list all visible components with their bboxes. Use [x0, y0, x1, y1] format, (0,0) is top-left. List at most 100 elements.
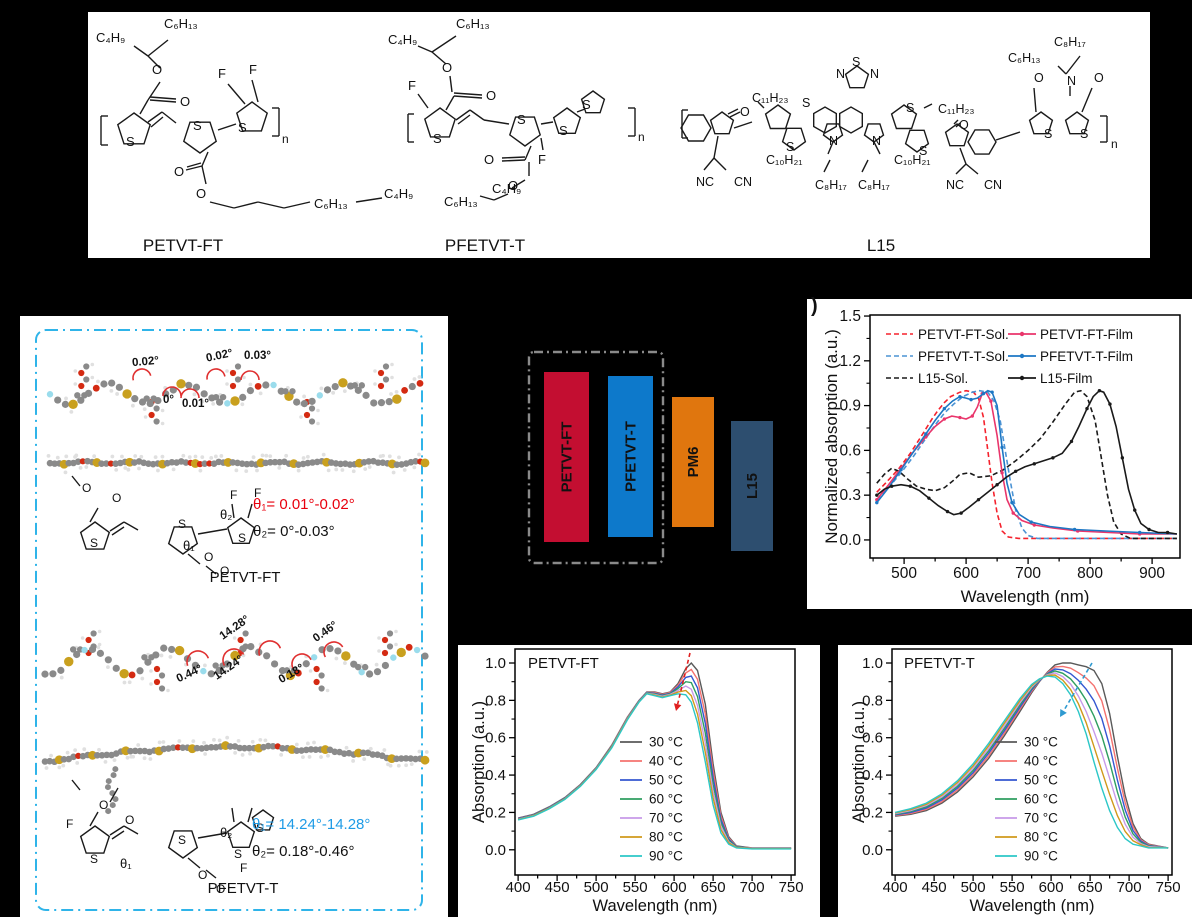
atom-label: CN: [984, 178, 1002, 192]
atom-ball: [386, 643, 394, 650]
atom-ball: [394, 389, 399, 394]
series-L15-Sol.: [876, 389, 1177, 540]
atom-ball: [112, 796, 119, 803]
atom-ball: [79, 458, 86, 465]
atom-ball: [281, 675, 286, 679]
series-50 °C: [894, 668, 1169, 849]
atom-ball: [393, 461, 401, 468]
atom-ball: [46, 453, 51, 458]
atom-ball: [362, 391, 370, 399]
atom-ball: [97, 629, 102, 634]
atom-ball: [168, 655, 173, 659]
atom-ball: [148, 757, 153, 761]
x-tick-label: 650: [701, 879, 726, 896]
bond-line: [493, 193, 509, 201]
atom-ball: [341, 651, 351, 661]
skeleton-atom: S: [256, 821, 264, 835]
atom-ball: [402, 468, 407, 472]
x-tick-label: 900: [1139, 565, 1165, 582]
atom-label: C₄H₉: [388, 32, 417, 47]
atom-ball: [154, 396, 162, 405]
atom-ball: [219, 393, 227, 401]
atom-ball: [114, 467, 119, 472]
bond-line: [1057, 65, 1067, 75]
atom-ball: [236, 744, 244, 752]
x-tick-label: 500: [961, 879, 986, 896]
atom-ball: [260, 453, 265, 458]
x-axis-label: Wavelength (nm): [961, 587, 1090, 606]
x-tick-label: 600: [662, 879, 687, 896]
skeleton-atom: S: [234, 847, 242, 861]
atom-ball: [160, 421, 165, 426]
atom-ball: [232, 661, 237, 665]
series-marker: [1097, 388, 1102, 393]
atom-ball: [55, 455, 60, 460]
bond-line: [953, 119, 959, 125]
structure-label-petvt-ft: PETVT-FT: [142, 236, 224, 255]
atom-ball: [109, 388, 114, 393]
atom-ball: [396, 647, 406, 658]
ring: [251, 809, 275, 831]
legend-label: 80 °C: [1024, 830, 1058, 845]
energy-bar-PFETVT-T: [608, 376, 653, 537]
bond-line: [89, 811, 99, 827]
atom-ball: [358, 382, 366, 389]
atom-ball: [396, 763, 401, 768]
atom-ball: [316, 392, 323, 399]
atom-ball: [193, 454, 198, 459]
atom-ball: [289, 388, 296, 395]
series-PFETVT-T-Sol.: [876, 389, 1177, 540]
atom-ball: [381, 636, 389, 644]
bond-line: [703, 157, 715, 171]
atom-ball: [64, 656, 74, 667]
atom-ball: [301, 456, 306, 460]
skeleton-atom: O: [125, 813, 134, 827]
atom-ball: [191, 739, 196, 744]
chart-title-petvt-ft: PETVT-FT: [528, 655, 599, 672]
atom-ball: [77, 396, 85, 404]
atom-ball: [104, 656, 112, 664]
ring: [1064, 111, 1090, 135]
atom-ball: [417, 452, 421, 457]
bond-line: [205, 565, 217, 575]
atom-ball: [377, 382, 385, 390]
atom-ball: [218, 675, 222, 680]
legend-label: 90 °C: [1024, 849, 1058, 864]
ring: [764, 104, 792, 130]
atom-ball: [365, 458, 373, 465]
theta2-symbol: θ₂: [220, 825, 232, 840]
series-marker: [875, 500, 879, 505]
atom-ball: [137, 466, 141, 471]
legend-marker: [1019, 331, 1025, 337]
atom-ball: [54, 396, 62, 404]
atom-ball: [302, 660, 310, 668]
atom-ball: [389, 392, 393, 396]
bond-line: [201, 165, 207, 185]
y-tick-label: 0.2: [862, 804, 883, 821]
x-tick-label: 450: [922, 879, 947, 896]
atom-label: NC: [946, 178, 964, 192]
atom-label: F: [538, 152, 546, 167]
atom-ball: [182, 459, 190, 466]
legend-label: 30 °C: [1024, 735, 1058, 750]
atom-ball: [198, 468, 203, 473]
pfetvt-model-label: PFETVT-T: [207, 880, 279, 897]
atom-label: S: [786, 140, 794, 154]
atom-ball: [73, 382, 78, 386]
atom-ball: [313, 678, 320, 686]
atom-ball: [321, 452, 326, 457]
atom-ball: [49, 670, 57, 678]
atom-label: n: [282, 132, 289, 146]
atom-ball: [177, 739, 182, 743]
atom-label: S: [1080, 127, 1088, 141]
x-tick-label: 800: [1077, 565, 1103, 582]
atom-ball: [225, 369, 229, 373]
atom-ball: [331, 390, 336, 395]
atom-label: S: [919, 144, 927, 158]
atom-label: N: [1067, 74, 1076, 88]
atom-label: O: [152, 62, 162, 77]
atom-label: S: [1044, 127, 1052, 141]
atom-ball: [363, 467, 368, 471]
atom-ball: [373, 668, 382, 676]
